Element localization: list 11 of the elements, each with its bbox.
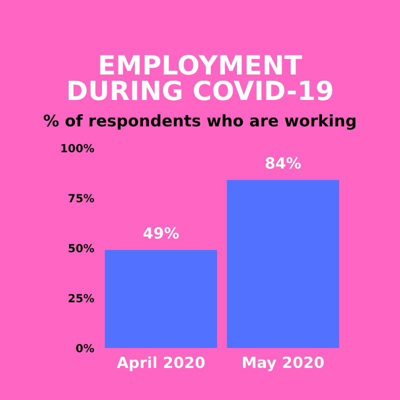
y-tick-label: 100% — [61, 144, 94, 152]
y-tick-label: 50% — [68, 244, 94, 252]
data-label: 84% — [266, 157, 301, 169]
data-label: 49% — [143, 227, 179, 239]
y-tick-label: 25% — [68, 294, 94, 302]
y-tick-label: 75% — [68, 194, 94, 202]
chart-subtitle: % of respondents who are working — [44, 114, 356, 130]
y-tick-label: 0% — [76, 344, 94, 352]
x-tick-label: May 2020 — [242, 356, 324, 372]
x-tick-label: April 2020 — [116, 356, 205, 372]
chart-title: EMPLOYMENT DURING COVID-19 — [68, 54, 332, 100]
